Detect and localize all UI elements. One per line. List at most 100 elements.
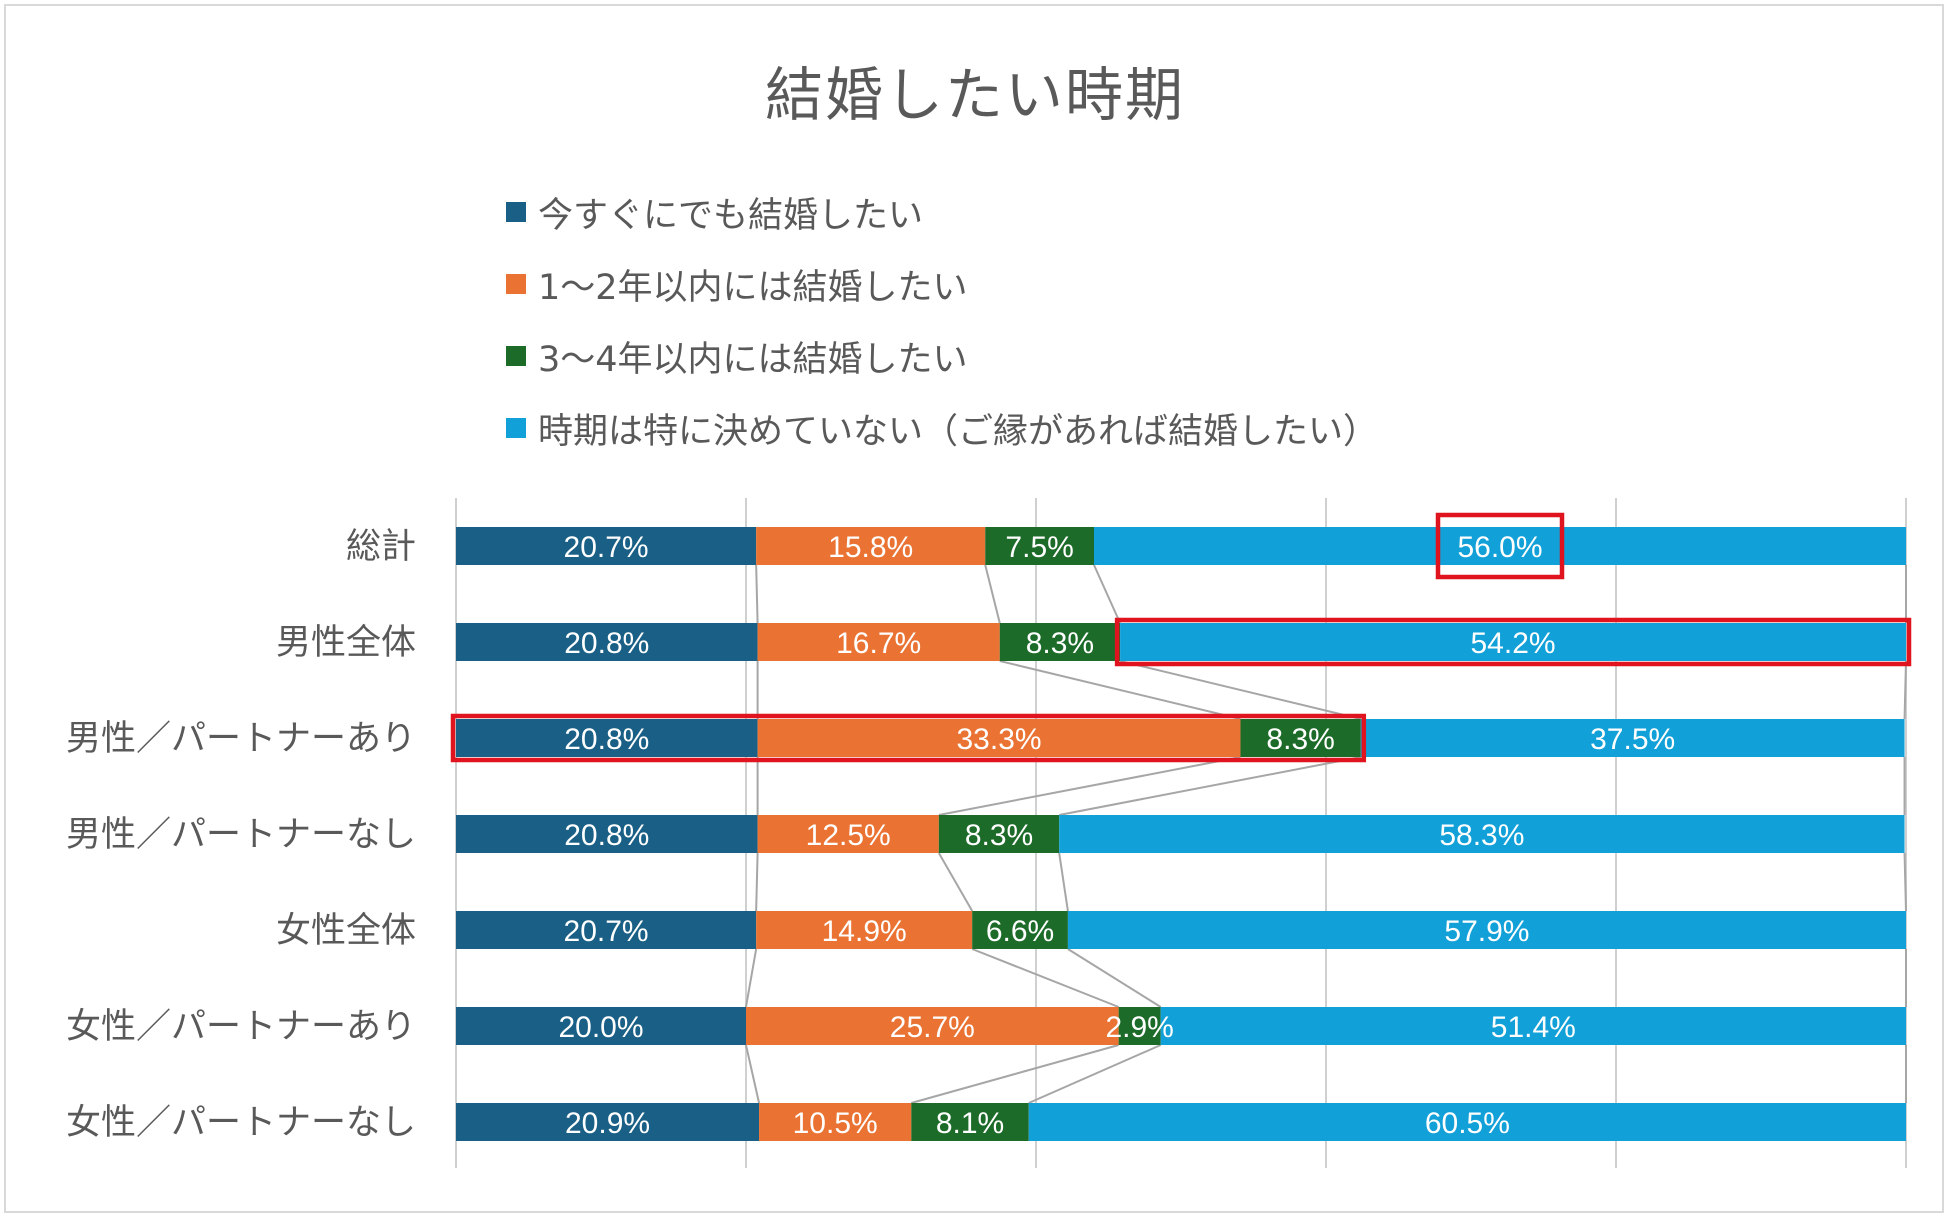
data-label: 7.5% [1005,531,1073,564]
series-line [1028,1044,1162,1104]
bar-segment [938,815,1060,853]
bar-segment [1059,815,1905,853]
series-line [755,564,759,624]
legend-item: 時期は特に決めていない（ご縁があれば結婚したい） [506,392,1378,464]
bar-segment [456,527,757,565]
data-label: 8.1% [936,1107,1004,1140]
legend: 今すぐにでも結婚したい 1〜2年以内には結婚したい 3〜4年以内には結婚したい … [506,176,1378,464]
bar-segment [1118,1007,1161,1045]
bar-segment [456,815,758,853]
category-label: 女性／パートナーなし [66,1103,416,1143]
bar-segment [1067,911,1906,949]
series-line [937,852,974,912]
series-line [1903,852,1907,912]
data-label: 33.3% [956,723,1041,756]
bar-segment [456,1103,760,1141]
legend-swatch [506,346,526,366]
bar-segment [1360,719,1905,757]
category-label: 女性全体 [276,911,416,951]
category-label: 男性／パートナーなし [66,815,416,855]
data-label: 12.5% [806,819,891,852]
bar-segment [456,719,758,757]
bar-segment [757,623,1000,661]
bar-segment [972,911,1068,949]
series-line [1058,852,1069,912]
highlights [450,512,1912,763]
legend-item: 3〜4年以内には結婚したい [506,320,1378,392]
series-line [1093,564,1122,624]
legend-item: 1〜2年以内には結婚したい [506,248,1378,320]
bar-segment [456,1007,746,1045]
category-label: 女性／パートナーあり [66,1007,416,1047]
bar-segment [1240,719,1361,757]
data-label: 20.0% [558,1011,643,1044]
data-label: 8.3% [1026,627,1094,660]
series-line [1067,948,1162,1008]
data-label: 2.9% [1105,1011,1173,1044]
bar-segment [746,1007,1119,1045]
bar-segment [757,719,1241,757]
bar-segment [1094,527,1906,565]
category-label: 男性全体 [276,623,416,663]
series-line [755,852,759,912]
data-label: 37.5% [1590,723,1675,756]
data-label: 20.7% [564,915,649,948]
data-label: 54.2% [1471,627,1556,660]
bar-segment [999,623,1121,661]
data-label: 56.0% [1457,531,1542,564]
bar-segment [456,623,758,661]
highlight-box [450,713,1367,763]
series-line [745,948,758,1008]
series-line [971,948,1120,1008]
legend-label: 3〜4年以内には結婚したい [538,339,968,380]
series-line [1119,660,1362,720]
data-label: 20.8% [564,627,649,660]
series-line [1059,756,1361,816]
series-line [984,564,1001,624]
data-label: 20.8% [564,819,649,852]
data-label: 8.3% [1266,723,1334,756]
data-label: 25.7% [890,1011,975,1044]
category-label: 男性／パートナーあり [66,719,416,759]
data-label: 15.8% [828,531,913,564]
data-label: 16.7% [836,627,921,660]
bar-segment [757,815,939,853]
data-label: 20.7% [564,531,649,564]
series-line [911,1044,1119,1104]
bar-segment [911,1103,1029,1141]
data-label: 14.9% [822,915,907,948]
data-label: 57.9% [1444,915,1529,948]
data-label: 8.3% [965,819,1033,852]
category-label: 総計 [346,527,416,567]
legend-item: 今すぐにでも結婚したい [506,176,1378,248]
highlight-box [1114,617,1912,667]
bar-segment [759,1103,912,1141]
legend-swatch [506,202,526,222]
legend-swatch [506,274,526,294]
series-line [999,660,1241,720]
bar-segment [1160,1007,1906,1045]
data-label: 20.9% [565,1107,650,1140]
legend-label: 今すぐにでも結婚したい [538,195,924,236]
bar-segment [1120,623,1906,661]
legend-label: 時期は特に決めていない（ご縁があれば結婚したい） [538,411,1379,452]
data-label: 58.3% [1439,819,1524,852]
legend-swatch [506,418,526,438]
bar-segment [756,911,973,949]
bar-segment [1028,1103,1906,1141]
bar-segment [756,527,986,565]
bar-segment [456,911,757,949]
data-label: 6.6% [986,915,1054,948]
series-line [1903,660,1907,720]
data-label: 60.5% [1425,1107,1510,1140]
series-line [938,756,1241,816]
data-label: 51.4% [1491,1011,1576,1044]
bar-segment [985,527,1094,565]
series-lines [745,564,1907,1104]
series-line [745,1044,761,1104]
chart-title: 結婚したい時期 [764,61,1185,129]
highlight-box [1435,512,1565,580]
data-label: 10.5% [793,1107,878,1140]
legend-label: 1〜2年以内には結婚したい [538,267,968,308]
